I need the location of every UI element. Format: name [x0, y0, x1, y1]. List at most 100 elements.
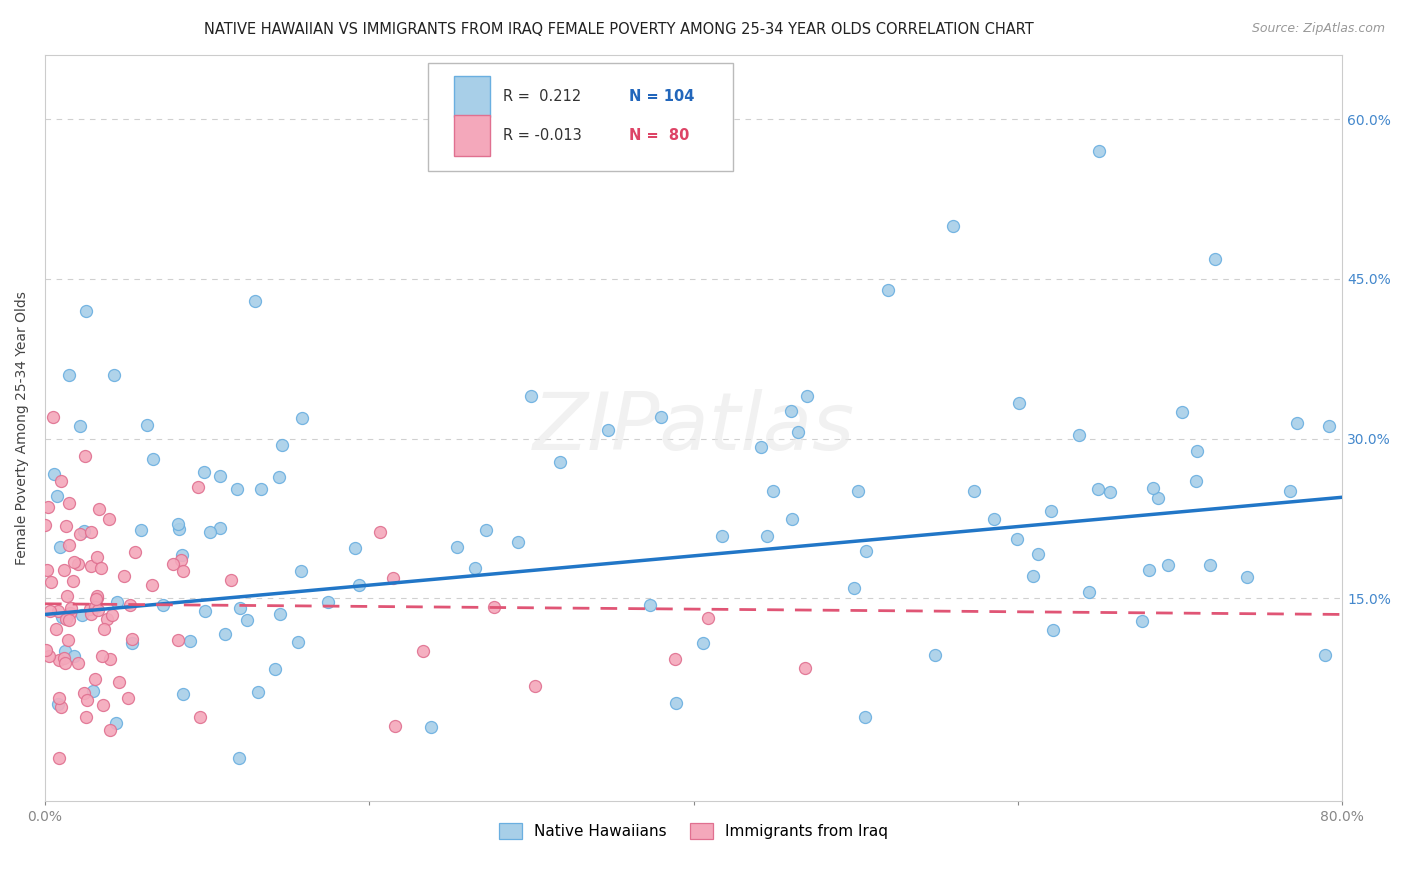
Point	[548, 455, 571, 469]
Point	[58, 495, 80, 509]
Point	[56, 632, 79, 647]
Point	[287, 635, 309, 649]
Point	[692, 635, 714, 649]
Point	[665, 696, 688, 710]
Point	[93, 698, 115, 712]
Point	[749, 440, 772, 454]
Point	[696, 610, 718, 624]
Point	[1099, 485, 1122, 500]
Point	[62, 574, 84, 589]
Point	[55, 519, 77, 533]
Point	[270, 438, 292, 452]
Point	[38, 604, 60, 618]
Point	[90, 561, 112, 575]
Point	[76, 693, 98, 707]
Point	[131, 523, 153, 537]
Point	[446, 540, 468, 554]
Point	[344, 541, 367, 556]
Text: NATIVE HAWAIIAN VS IMMIGRANTS FROM IRAQ FEMALE POVERTY AMONG 25-34 YEAR OLDS COR: NATIVE HAWAIIAN VS IMMIGRANTS FROM IRAQ …	[204, 22, 1033, 37]
Bar	[454, 115, 489, 156]
Point	[1142, 481, 1164, 495]
Point	[412, 644, 434, 658]
Point	[236, 613, 259, 627]
Point	[53, 644, 76, 658]
Point	[141, 578, 163, 592]
Point	[1042, 623, 1064, 637]
Point	[84, 599, 107, 614]
Point	[45, 622, 67, 636]
Point	[107, 674, 129, 689]
Point	[225, 482, 247, 496]
Point	[69, 418, 91, 433]
Point	[1130, 614, 1153, 628]
Point	[172, 564, 194, 578]
Point	[152, 599, 174, 613]
Point	[214, 627, 236, 641]
Point	[1137, 564, 1160, 578]
Point	[39, 575, 62, 590]
Point	[48, 540, 70, 554]
Point	[755, 529, 778, 543]
Point	[1078, 584, 1101, 599]
Point	[86, 549, 108, 564]
Point	[44, 467, 66, 482]
Point	[179, 634, 201, 648]
Point	[598, 423, 620, 437]
Point	[38, 649, 60, 664]
Point	[855, 543, 877, 558]
Point	[86, 591, 108, 605]
Point	[112, 569, 135, 583]
Point	[208, 521, 231, 535]
Point	[853, 710, 876, 724]
Point	[381, 571, 404, 585]
Point	[1236, 570, 1258, 584]
Point	[167, 522, 190, 536]
Point	[35, 643, 58, 657]
Point	[98, 652, 121, 666]
Point	[267, 469, 290, 483]
Point	[55, 656, 77, 670]
Point	[1008, 396, 1031, 410]
Point	[420, 720, 443, 734]
Point	[187, 480, 209, 494]
Point	[98, 512, 121, 526]
Point	[120, 598, 142, 612]
Legend: Native Hawaiians, Immigrants from Iraq: Native Hawaiians, Immigrants from Iraq	[494, 817, 894, 846]
Point	[62, 555, 84, 569]
Point	[1069, 428, 1091, 442]
Text: N = 104: N = 104	[628, 89, 695, 104]
Point	[37, 500, 59, 515]
Bar	[454, 76, 489, 117]
Point	[58, 613, 80, 627]
FancyBboxPatch shape	[427, 62, 733, 170]
Point	[782, 512, 804, 526]
Point	[79, 602, 101, 616]
Point	[48, 751, 70, 765]
Text: R =  0.212: R = 0.212	[503, 89, 581, 104]
Point	[368, 525, 391, 540]
Point	[194, 604, 217, 618]
Point	[1286, 416, 1309, 430]
Point	[247, 685, 270, 699]
Point	[56, 589, 79, 603]
Point	[51, 609, 73, 624]
Point	[228, 751, 250, 765]
Point	[188, 710, 211, 724]
Text: N =  80: N = 80	[628, 128, 689, 144]
Point	[55, 612, 77, 626]
Point	[1026, 547, 1049, 561]
Point	[35, 563, 58, 577]
Point	[83, 672, 105, 686]
Point	[84, 591, 107, 606]
Point	[193, 465, 215, 479]
Y-axis label: Female Poverty Among 25-34 Year Olds: Female Poverty Among 25-34 Year Olds	[15, 291, 30, 565]
Point	[103, 368, 125, 383]
Point	[520, 389, 543, 403]
Point	[87, 603, 110, 617]
Point	[52, 651, 75, 665]
Point	[42, 410, 65, 425]
Point	[1088, 144, 1111, 158]
Point	[482, 599, 505, 614]
Point	[208, 469, 231, 483]
Point	[198, 524, 221, 539]
